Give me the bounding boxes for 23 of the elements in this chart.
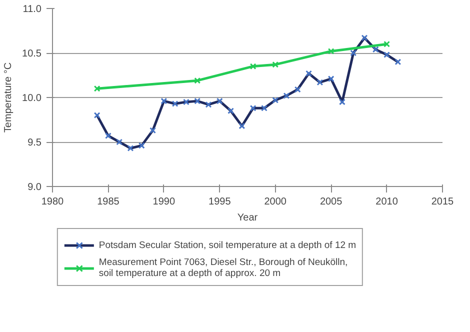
x-tick-label: 2010: [376, 196, 398, 208]
legend-label: Potsdam Secular Station, soil temperature at a depth of 12 m: [98, 240, 356, 250]
point: [384, 40, 390, 48]
y-tick-label: 10.5: [22, 48, 42, 60]
x-tick-label: 1980: [41, 196, 64, 208]
y-tick-label: 9.0: [28, 182, 42, 193]
point: [328, 48, 334, 54]
y-tick-label: 9.5: [28, 138, 42, 148]
point: [194, 77, 201, 84]
point: [250, 63, 256, 70]
x-tick-label: 1995: [208, 196, 232, 208]
legend-label: Measurement Point 7063, Diesel Str., Borough of Neukölln, soil temperature at a depth of approx. 20 m: [98, 257, 348, 279]
x-tick-label: 1990: [152, 196, 176, 208]
y-axis-title: Temperature °C: [3, 62, 14, 133]
x-tick-label: 2005: [320, 196, 343, 208]
x-tick-label: 1985: [97, 196, 120, 208]
x-tick-label: 2000: [264, 196, 287, 208]
y-tick-label: 11.0: [22, 4, 42, 15]
x-tick-label: 2015: [431, 196, 454, 208]
point: [272, 61, 279, 68]
y-tick-label: 10.0: [22, 93, 42, 104]
x-axis-title: Year: [237, 212, 258, 224]
point: [94, 85, 100, 92]
